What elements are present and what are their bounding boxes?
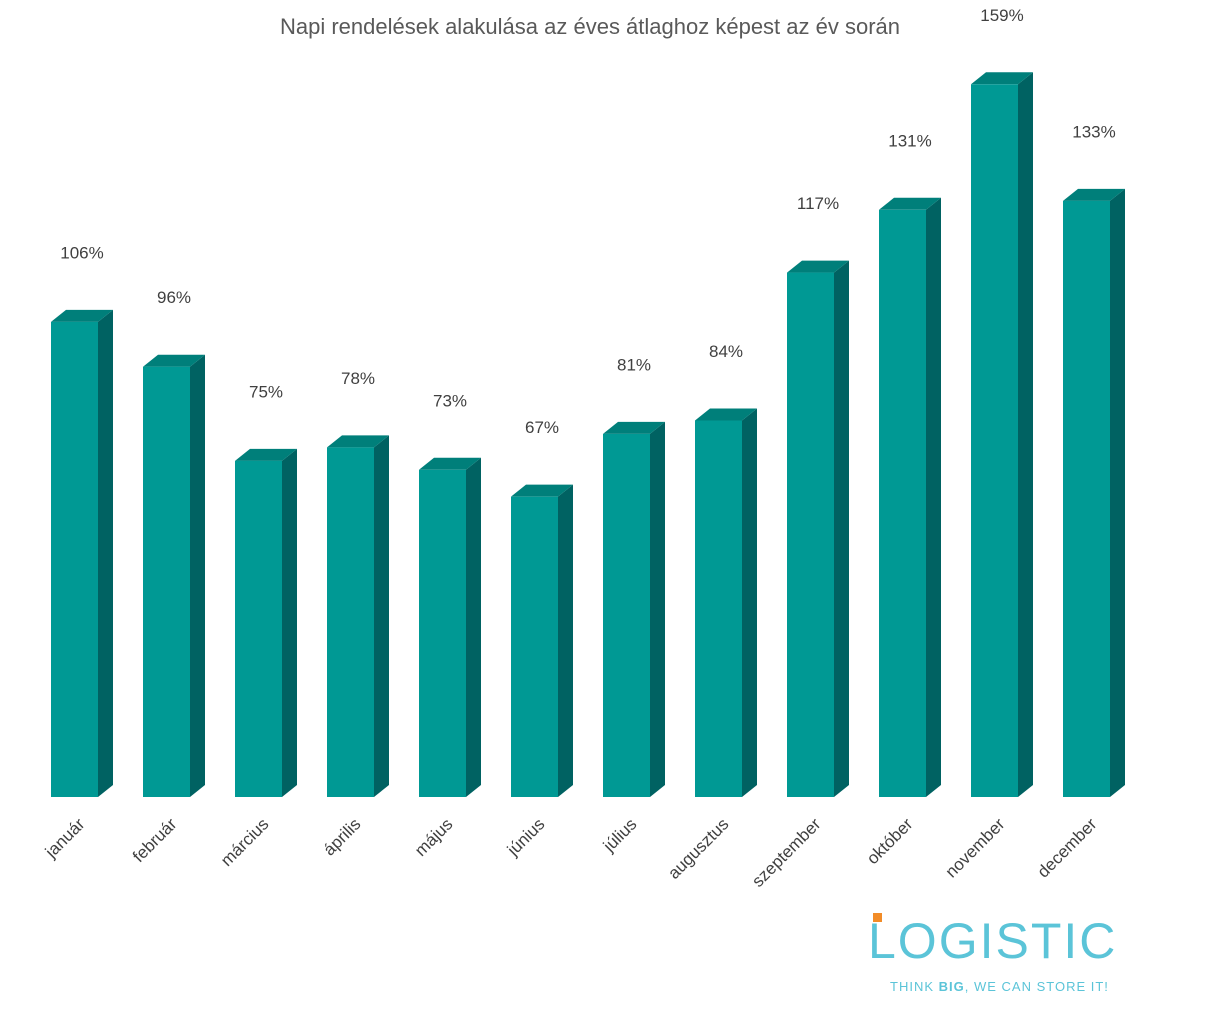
x-tick-label: november — [942, 814, 1009, 881]
bar — [143, 366, 190, 797]
bar-top — [603, 421, 665, 434]
value-label: 131% — [888, 131, 931, 150]
tagline-part: BIG — [939, 979, 965, 994]
bar-top — [879, 197, 941, 210]
bar-side — [1018, 72, 1033, 797]
tagline-part: THINK — [890, 979, 939, 994]
bar — [1063, 200, 1110, 798]
logo-name: LOGISTIC — [868, 913, 1117, 969]
x-tick-label: április — [320, 815, 365, 860]
value-label: 67% — [525, 418, 559, 437]
value-label: 106% — [60, 243, 103, 262]
bar — [511, 496, 558, 797]
bar-side — [282, 448, 297, 797]
x-tick-label: január — [41, 814, 89, 862]
bar — [603, 433, 650, 797]
x-tick-label: október — [863, 814, 917, 868]
tagline-part: , WE CAN STORE IT! — [965, 979, 1109, 994]
bar-side — [834, 260, 849, 797]
chart-title: Napi rendelések alakulása az éves átlagh… — [280, 14, 900, 39]
bar — [879, 209, 926, 797]
bar-side — [1110, 188, 1125, 798]
bar-top — [235, 448, 297, 461]
bar-side — [98, 309, 113, 797]
logo: LOGISTIC THINK BIG, WE CAN STORE IT! — [868, 913, 1117, 994]
bar-top — [511, 484, 573, 497]
x-tick-label: február — [129, 814, 181, 866]
bar — [235, 460, 282, 797]
value-label: 78% — [341, 369, 375, 388]
x-tick-label: június — [503, 815, 549, 861]
value-label: 133% — [1072, 122, 1115, 141]
value-label: 159% — [980, 6, 1023, 25]
value-label: 81% — [617, 355, 651, 374]
value-label: 73% — [433, 391, 467, 410]
bar — [971, 84, 1018, 797]
bar-top — [1063, 188, 1125, 201]
bar-side — [466, 457, 481, 797]
value-label: 96% — [157, 288, 191, 307]
x-tick-label: december — [1034, 814, 1101, 881]
bar — [51, 321, 98, 797]
x-tick-label: szeptember — [748, 814, 824, 890]
bar-top — [695, 408, 757, 421]
logo-tagline: THINK BIG, WE CAN STORE IT! — [890, 979, 1109, 994]
bar-top — [971, 72, 1033, 85]
bar-top — [143, 354, 205, 367]
bar-side — [926, 197, 941, 797]
x-tick-label: május — [411, 815, 457, 861]
bar-side — [650, 421, 665, 797]
bar — [695, 420, 742, 797]
logo-dot — [873, 913, 882, 922]
x-tick-label: március — [217, 815, 273, 871]
bar-top — [787, 260, 849, 273]
bar — [327, 447, 374, 797]
bar-top — [419, 457, 481, 470]
bar-side — [742, 408, 757, 797]
bar-side — [374, 435, 389, 797]
value-label: 84% — [709, 342, 743, 361]
value-label: 75% — [249, 382, 283, 401]
value-label: 117% — [797, 194, 839, 213]
bar-top — [51, 309, 113, 322]
x-tick-label: augusztus — [664, 815, 732, 883]
bar-top — [327, 435, 389, 448]
bar — [419, 469, 466, 797]
bar — [787, 272, 834, 797]
bar-side — [190, 354, 205, 797]
bar-side — [558, 484, 573, 797]
x-tick-label: július — [599, 815, 641, 857]
